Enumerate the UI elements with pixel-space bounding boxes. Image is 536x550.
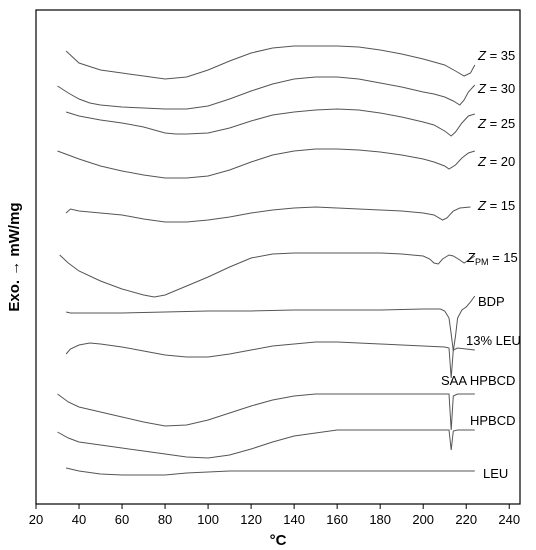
series-line [65, 108, 475, 137]
series-line [65, 295, 476, 352]
series-line [65, 45, 476, 80]
y-axis-title: Exo. → mW/mg [6, 202, 23, 311]
series-label: 13% LEU [466, 333, 521, 348]
x-tick-label: 80 [158, 512, 172, 527]
series-line [57, 76, 476, 110]
x-tick-label: 200 [412, 512, 434, 527]
series-line [65, 206, 471, 223]
x-axis-ticks [35, 504, 510, 509]
x-axis-tick-labels: 20 40 60 80 100 120 140 160 180 200 220 240 [29, 512, 520, 527]
series-label: Z = 35 [477, 48, 515, 63]
series-label: Z = 15 [477, 198, 515, 213]
x-tick-label: 240 [498, 512, 520, 527]
plot-frame [35, 9, 521, 505]
x-tick-label: 120 [240, 512, 262, 527]
x-tick-label: 20 [29, 512, 43, 527]
series-line [65, 467, 475, 476]
series-line [57, 429, 475, 459]
x-axis-title: °C [270, 532, 287, 549]
series-labels: Z = 35 Z = 30 Z = 25 Z = 20 Z = 15 ZPM = 15 BD… [441, 48, 521, 481]
series-lines [57, 45, 476, 476]
series-line [65, 341, 475, 379]
series-label: BDP [478, 294, 505, 309]
series-label: HPBCD [470, 413, 516, 428]
series-line [59, 252, 476, 298]
x-tick-label: 40 [72, 512, 86, 527]
series-line [57, 393, 475, 431]
series-line [57, 148, 475, 179]
series-label: Z = 20 [477, 154, 515, 169]
series-label: Z = 25 [477, 116, 515, 131]
x-tick-label: 180 [369, 512, 391, 527]
series-label: Z = 30 [477, 81, 515, 96]
series-label: SAA HPBCD [441, 373, 515, 388]
x-tick-label: 160 [326, 512, 348, 527]
series-label: ZPM = 15 [466, 250, 518, 267]
x-tick-label: 140 [283, 512, 305, 527]
series-label: LEU [483, 466, 508, 481]
x-tick-label: 100 [197, 512, 219, 527]
x-tick-label: 220 [455, 512, 477, 527]
x-tick-label: 60 [115, 512, 129, 527]
